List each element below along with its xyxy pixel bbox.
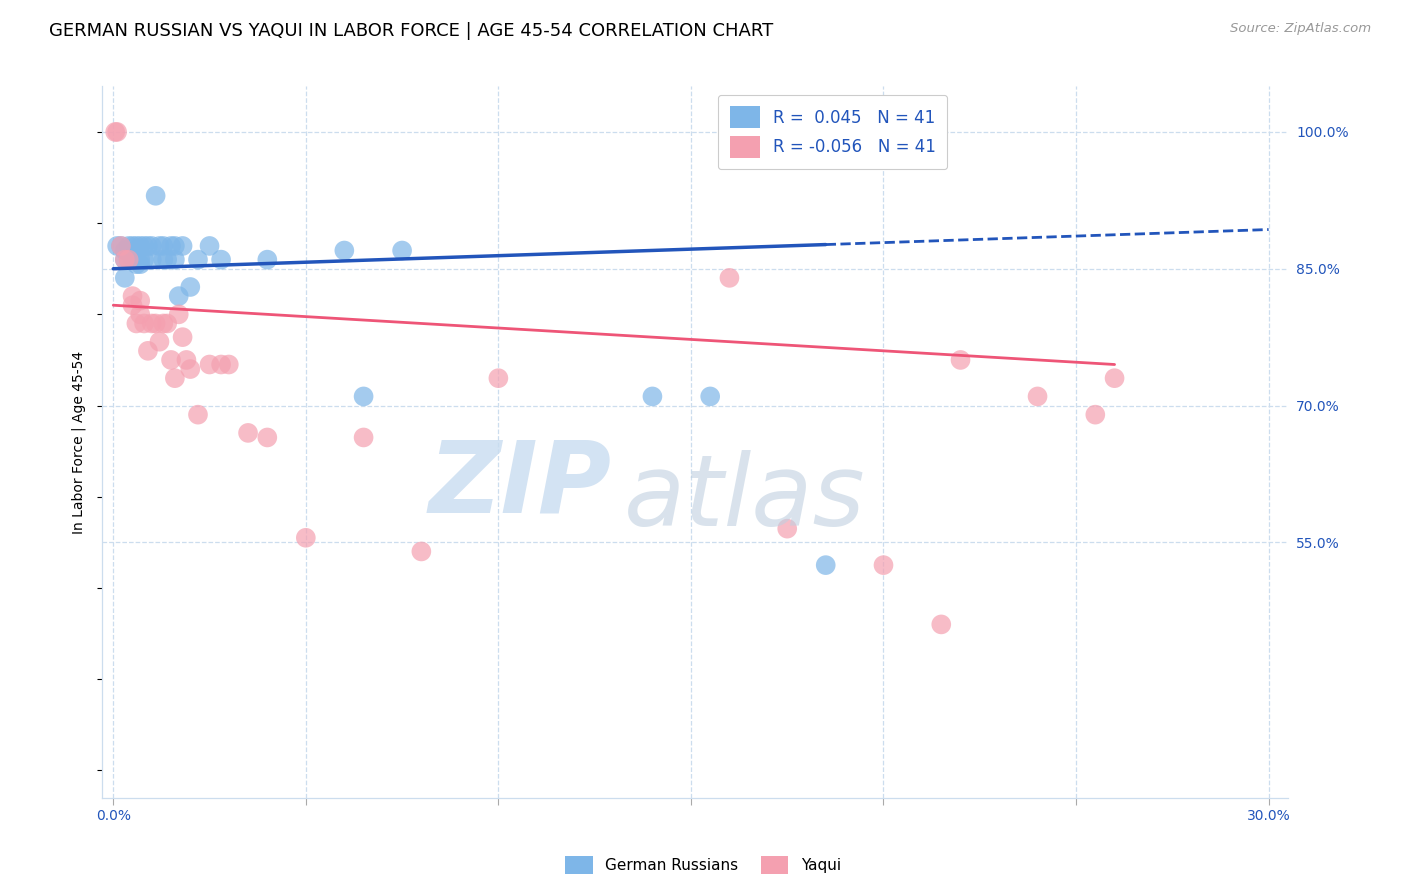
- Point: [718, 271, 741, 285]
- Point: [129, 252, 152, 267]
- Point: [167, 307, 190, 321]
- Legend: German Russians, Yaqui: German Russians, Yaqui: [560, 850, 846, 880]
- Point: [125, 257, 148, 271]
- Point: [152, 252, 174, 267]
- Point: [949, 353, 972, 368]
- Point: [132, 317, 155, 331]
- Point: [160, 239, 183, 253]
- Point: [141, 252, 163, 267]
- Point: [141, 317, 163, 331]
- Point: [125, 252, 148, 267]
- Point: [256, 430, 278, 444]
- Point: [129, 239, 152, 253]
- Point: [391, 244, 413, 258]
- Point: [129, 293, 152, 308]
- Point: [156, 252, 179, 267]
- Point: [256, 252, 278, 267]
- Point: [129, 257, 152, 271]
- Point: [118, 252, 141, 267]
- Point: [176, 353, 198, 368]
- Point: [218, 358, 240, 372]
- Point: [121, 298, 143, 312]
- Legend: R =  0.045   N = 41, R = -0.056   N = 41: R = 0.045 N = 41, R = -0.056 N = 41: [718, 95, 948, 169]
- Point: [132, 239, 155, 253]
- Point: [187, 408, 209, 422]
- Point: [172, 330, 194, 344]
- Point: [163, 371, 186, 385]
- Point: [136, 239, 159, 253]
- Point: [110, 239, 132, 253]
- Point: [105, 239, 128, 253]
- Point: [125, 239, 148, 253]
- Point: [148, 334, 170, 349]
- Point: [136, 343, 159, 358]
- Point: [152, 317, 174, 331]
- Point: [167, 289, 190, 303]
- Point: [145, 188, 167, 202]
- Text: GERMAN RUSSIAN VS YAQUI IN LABOR FORCE | AGE 45-54 CORRELATION CHART: GERMAN RUSSIAN VS YAQUI IN LABOR FORCE |…: [49, 22, 773, 40]
- Point: [172, 239, 194, 253]
- Point: [125, 317, 148, 331]
- Point: [641, 389, 664, 403]
- Point: [163, 252, 186, 267]
- Text: ZIP: ZIP: [429, 436, 612, 533]
- Point: [699, 389, 721, 403]
- Point: [872, 558, 894, 573]
- Point: [411, 544, 433, 558]
- Point: [160, 353, 183, 368]
- Point: [121, 289, 143, 303]
- Point: [353, 430, 375, 444]
- Point: [1026, 389, 1049, 403]
- Point: [132, 252, 155, 267]
- Point: [148, 239, 170, 253]
- Point: [333, 244, 356, 258]
- Point: [105, 125, 128, 139]
- Text: Source: ZipAtlas.com: Source: ZipAtlas.com: [1230, 22, 1371, 36]
- Point: [118, 239, 141, 253]
- Point: [129, 307, 152, 321]
- Point: [118, 252, 141, 267]
- Point: [156, 317, 179, 331]
- Point: [209, 358, 232, 372]
- Point: [121, 239, 143, 253]
- Point: [929, 617, 952, 632]
- Point: [236, 425, 259, 440]
- Point: [353, 389, 375, 403]
- Y-axis label: In Labor Force | Age 45-54: In Labor Force | Age 45-54: [72, 351, 86, 533]
- Point: [814, 558, 837, 573]
- Point: [198, 358, 221, 372]
- Text: atlas: atlas: [624, 450, 865, 548]
- Point: [198, 239, 221, 253]
- Point: [179, 280, 201, 294]
- Point: [163, 239, 186, 253]
- Point: [776, 522, 799, 536]
- Point: [114, 244, 136, 258]
- Point: [486, 371, 509, 385]
- Point: [110, 239, 132, 253]
- Point: [1084, 408, 1107, 422]
- Point: [209, 252, 232, 267]
- Point: [114, 252, 136, 267]
- Point: [121, 252, 143, 267]
- Point: [152, 239, 174, 253]
- Point: [1104, 371, 1126, 385]
- Point: [145, 317, 167, 331]
- Point: [187, 252, 209, 267]
- Point: [179, 362, 201, 376]
- Point: [114, 252, 136, 267]
- Point: [141, 239, 163, 253]
- Point: [295, 531, 318, 545]
- Point: [114, 271, 136, 285]
- Point: [104, 125, 127, 139]
